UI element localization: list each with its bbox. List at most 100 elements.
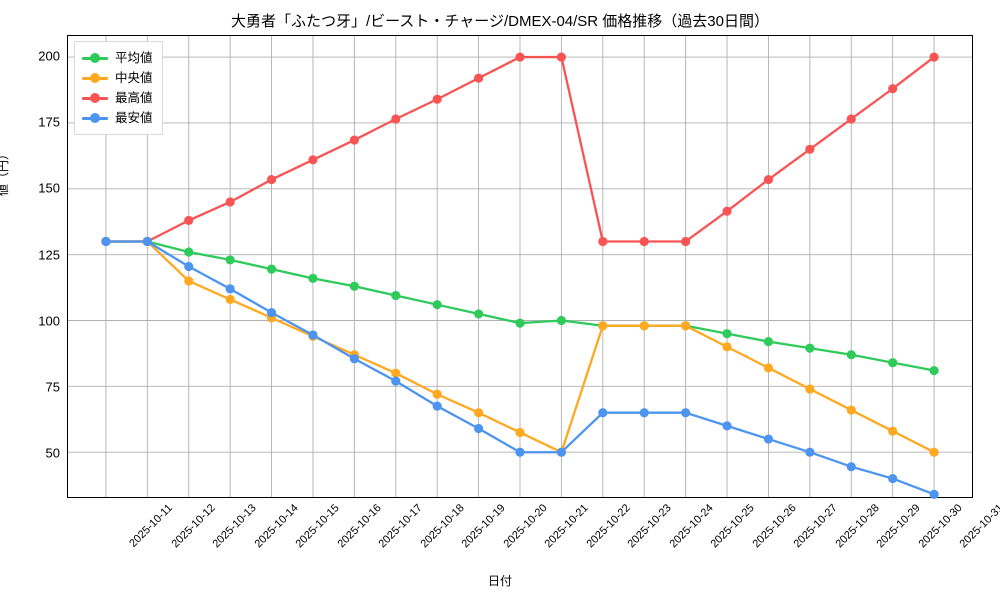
y-axis-tick: 50 xyxy=(45,445,60,461)
x-axis-tick: 2025-10-21 xyxy=(542,502,591,551)
data-point[interactable] xyxy=(349,135,359,145)
y-axis-tick: 175 xyxy=(38,114,60,130)
data-point[interactable] xyxy=(888,426,898,436)
data-point[interactable] xyxy=(515,52,525,62)
data-point[interactable] xyxy=(474,408,484,418)
legend-label: 最高値 xyxy=(115,90,153,105)
data-point[interactable] xyxy=(225,255,235,265)
data-point[interactable] xyxy=(763,434,774,444)
data-point[interactable] xyxy=(888,84,898,94)
data-point[interactable] xyxy=(391,114,401,124)
legend-item-3[interactable]: 最高値 xyxy=(82,88,153,108)
legend-label: 平均値 xyxy=(115,50,153,65)
data-point[interactable] xyxy=(225,284,235,294)
x-axis-tick: 2025-10-28 xyxy=(832,502,882,551)
series-3 xyxy=(101,52,939,247)
data-point[interactable] xyxy=(556,52,566,62)
data-point[interactable] xyxy=(888,358,898,368)
data-point[interactable] xyxy=(846,405,856,415)
data-point[interactable] xyxy=(639,321,649,331)
x-axis-tick: 2025-10-26 xyxy=(749,502,799,551)
x-axis-tick: 2025-10-13 xyxy=(210,502,259,551)
data-point[interactable] xyxy=(929,447,939,457)
data-point[interactable] xyxy=(722,342,732,352)
legend-item-2[interactable]: 中央値 xyxy=(82,68,153,88)
data-point[interactable] xyxy=(266,174,277,185)
series-2 xyxy=(101,236,939,457)
data-point[interactable] xyxy=(391,368,401,378)
x-axis-tick: 2025-10-15 xyxy=(293,502,342,551)
data-point[interactable] xyxy=(805,447,815,457)
data-point[interactable] xyxy=(432,401,442,411)
data-point[interactable] xyxy=(515,447,525,457)
data-point[interactable] xyxy=(639,236,649,247)
data-point[interactable] xyxy=(556,447,566,457)
data-point[interactable] xyxy=(391,376,401,386)
data-point[interactable] xyxy=(432,300,442,310)
data-point[interactable] xyxy=(929,489,939,499)
legend-item-1[interactable]: 平均値 xyxy=(82,48,153,68)
data-point[interactable] xyxy=(391,290,401,301)
data-point[interactable] xyxy=(432,389,442,399)
data-point[interactable] xyxy=(142,236,152,247)
data-point[interactable] xyxy=(763,363,774,373)
legend-item-4[interactable]: 最安値 xyxy=(82,108,153,128)
data-point[interactable] xyxy=(101,236,111,247)
data-point[interactable] xyxy=(349,354,359,364)
data-point[interactable] xyxy=(722,206,732,216)
x-axis-tick-labels: 2025-10-11 2025-10-12 2025-10-13 2025-10-14… xyxy=(67,502,1000,592)
legend-swatch-icon xyxy=(82,92,108,104)
data-point[interactable] xyxy=(929,365,939,376)
chart-title: 大勇者「ふたつ牙」/ビースト・チャージ/DMEX-04/SR 価格推移（過去30… xyxy=(230,13,769,30)
data-point[interactable] xyxy=(929,52,939,62)
data-point[interactable] xyxy=(598,236,608,247)
data-point[interactable] xyxy=(805,343,815,353)
x-axis-tick: 2025-10-16 xyxy=(334,502,384,551)
data-point[interactable] xyxy=(556,315,566,326)
data-point[interactable] xyxy=(805,384,815,394)
data-point[interactable] xyxy=(184,215,194,225)
data-point[interactable] xyxy=(846,350,856,360)
data-point[interactable] xyxy=(266,264,277,274)
data-point[interactable] xyxy=(763,336,774,347)
data-point[interactable] xyxy=(681,408,691,418)
data-point[interactable] xyxy=(184,261,194,272)
data-point[interactable] xyxy=(888,473,898,484)
data-point[interactable] xyxy=(432,94,442,104)
data-point[interactable] xyxy=(474,423,484,434)
data-point[interactable] xyxy=(515,427,525,438)
data-point[interactable] xyxy=(308,330,318,340)
x-axis-tick: 2025-10-18 xyxy=(417,502,467,551)
data-point[interactable] xyxy=(225,197,235,207)
y-axis-tick: 200 xyxy=(38,48,60,64)
data-point[interactable] xyxy=(639,408,649,418)
chart-legend[interactable]: 平均値中央値最高値最安値 xyxy=(74,41,163,135)
data-point[interactable] xyxy=(225,294,235,305)
data-point[interactable] xyxy=(846,462,856,472)
data-point[interactable] xyxy=(515,318,525,328)
data-point[interactable] xyxy=(805,144,815,154)
data-point[interactable] xyxy=(846,114,856,124)
data-point[interactable] xyxy=(308,273,318,283)
data-point[interactable] xyxy=(681,236,691,247)
x-axis-tick: 2025-10-17 xyxy=(376,502,425,551)
data-point[interactable] xyxy=(474,309,484,319)
data-point[interactable] xyxy=(763,174,774,185)
data-point[interactable] xyxy=(184,276,194,286)
x-axis-tick: 2025-10-12 xyxy=(168,502,218,551)
data-point[interactable] xyxy=(681,321,691,331)
data-point[interactable] xyxy=(598,321,608,331)
data-point[interactable] xyxy=(722,329,732,339)
data-point[interactable] xyxy=(474,73,484,83)
data-point[interactable] xyxy=(308,155,318,165)
data-point[interactable] xyxy=(184,247,194,257)
legend-label: 中央値 xyxy=(115,70,153,85)
y-axis-tick: 125 xyxy=(38,247,60,263)
data-point[interactable] xyxy=(722,421,732,431)
data-point[interactable] xyxy=(266,308,277,318)
y-axis-tick-labels: 50 75 100 125 150 175 200 xyxy=(0,35,60,498)
data-point[interactable] xyxy=(349,281,359,291)
gridlines xyxy=(68,36,972,497)
data-point[interactable] xyxy=(598,408,608,418)
legend-swatch-icon xyxy=(82,112,108,124)
